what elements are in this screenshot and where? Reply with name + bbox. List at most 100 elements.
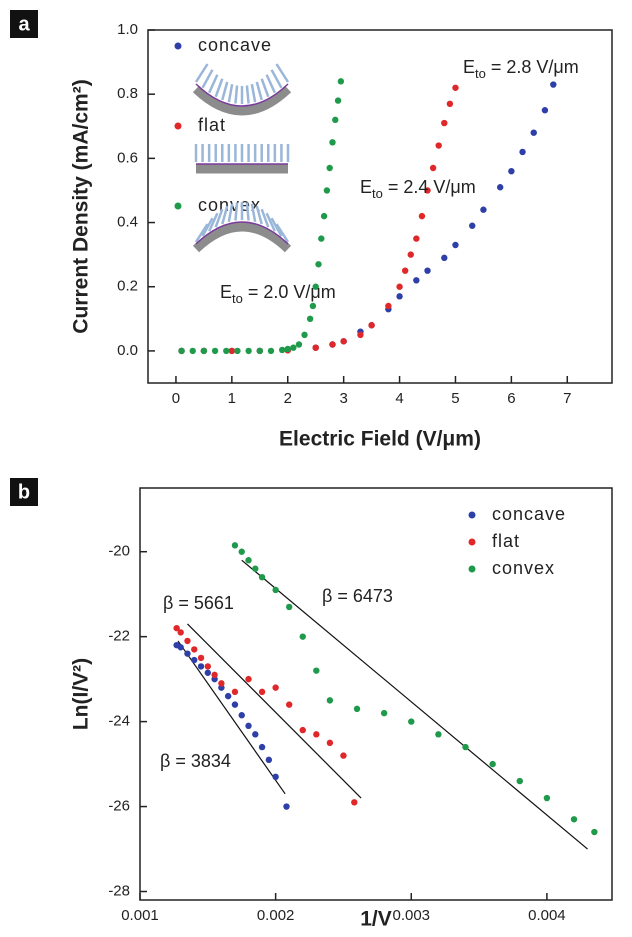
interface (195, 83, 289, 107)
data-point (295, 341, 303, 348)
data-point (252, 731, 259, 738)
nanowire (227, 203, 234, 223)
x-tick-label: 3 (339, 390, 347, 407)
data-point (245, 557, 252, 564)
data-point (258, 743, 266, 751)
data-point (200, 347, 208, 355)
data-point (541, 107, 549, 114)
panel: b 0.001 0.002 0.003 0.004 -28 -26 -24 -22 -20 1/V L… (10, 478, 613, 931)
y-tick-label: 0.2 (117, 278, 138, 295)
data-point (306, 315, 314, 323)
legend-label: convex (198, 195, 261, 215)
nanowire (275, 223, 290, 243)
data-point (368, 322, 375, 329)
x-axis-label: Electric Field (V/μm) (279, 428, 481, 451)
legend-label: concave (492, 504, 566, 524)
annotation: Eto = 2.4 V/μm (360, 177, 476, 202)
data-point (530, 129, 537, 136)
data-point (340, 338, 347, 345)
data-point (424, 267, 431, 274)
annotation-subscript: to (232, 291, 243, 306)
legend-label: flat (492, 531, 520, 551)
data-point (218, 680, 225, 687)
data-point (258, 688, 266, 696)
nanowire (275, 63, 290, 83)
data-point (265, 756, 273, 764)
data-point (326, 164, 333, 172)
annotation-symbol: E (220, 282, 232, 302)
panel-label-box (10, 10, 38, 38)
y-axis-label: Ln(I/V²) (70, 658, 93, 730)
data-point (429, 164, 437, 172)
nanowire (255, 205, 263, 225)
data-point (285, 603, 293, 611)
annotation: β = 5661 (163, 593, 234, 613)
x-axis-label: 1/V (360, 908, 392, 931)
x-tick-label: 0 (172, 390, 180, 407)
nanowire (194, 223, 209, 243)
y-tick-label: -22 (108, 628, 130, 645)
nanowire (234, 202, 239, 221)
data-point (258, 573, 266, 581)
data-point (256, 347, 264, 355)
annotation-text: = 2.4 V/μm (383, 177, 476, 197)
y-tick-label: -26 (108, 798, 130, 815)
data-point (224, 692, 232, 700)
nanowire (208, 74, 219, 94)
panel-label-box (10, 478, 38, 506)
data-point (290, 344, 297, 351)
x-tick-label: 1 (228, 390, 236, 407)
nanowire (245, 85, 250, 104)
legend-label: flat (198, 115, 226, 135)
annotation-text: = 2.0 V/μm (243, 282, 336, 302)
data-point (278, 346, 286, 354)
substrate (192, 85, 292, 116)
data-point (446, 100, 454, 108)
y-axis-label: Current Density (mA/cm²) (70, 79, 93, 333)
data-point (396, 293, 403, 300)
data-point (184, 650, 191, 657)
data-point (173, 624, 180, 632)
data-point (334, 97, 342, 104)
data-point (284, 345, 291, 353)
annotation-subscript: to (475, 66, 486, 81)
data-point (191, 646, 198, 653)
data-point (197, 654, 205, 662)
data-point (318, 235, 325, 242)
data-point (401, 267, 409, 274)
data-point (272, 684, 279, 691)
legend-marker (468, 565, 476, 573)
nanowire (245, 202, 250, 221)
data-point (337, 78, 345, 85)
data-point (320, 212, 328, 220)
data-point (418, 212, 426, 220)
plot-frame (147, 29, 613, 384)
nanowire (201, 217, 214, 237)
data-point (189, 347, 196, 355)
data-point (516, 777, 523, 785)
data-point (550, 81, 557, 88)
x-tick-label: 0.002 (257, 907, 295, 924)
nanowire (255, 81, 263, 101)
data-point (204, 669, 212, 676)
annotation-symbol: E (360, 177, 372, 197)
plot-frame (139, 487, 613, 901)
annotation: β = 3834 (160, 751, 231, 771)
legend-label: concave (198, 35, 272, 55)
nanowire (227, 83, 234, 103)
interface (195, 221, 289, 245)
data-point (299, 726, 306, 734)
data-point (353, 705, 361, 713)
data-point (469, 222, 476, 229)
data-point (329, 139, 336, 146)
nanowire (201, 69, 214, 89)
data-point (231, 542, 239, 549)
legend-marker (174, 122, 182, 130)
legend-marker (468, 511, 476, 519)
data-point (315, 261, 322, 268)
x-tick-label: 6 (507, 390, 515, 407)
x-tick-label: 0.004 (528, 907, 566, 924)
data-point (184, 637, 191, 645)
data-point (452, 241, 459, 249)
